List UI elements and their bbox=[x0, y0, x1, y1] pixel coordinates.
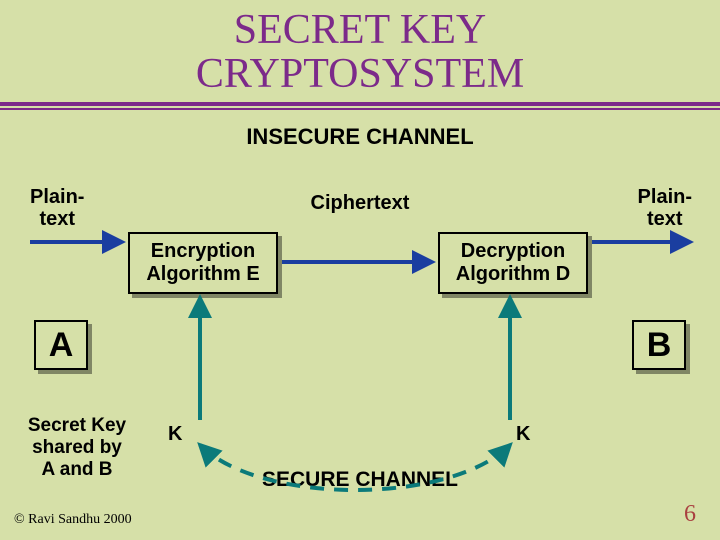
k-left-label: K bbox=[168, 423, 182, 446]
node-b: B bbox=[632, 320, 686, 370]
copyright-text: © Ravi Sandhu 2000 bbox=[14, 512, 132, 528]
insecure-channel-label: INSECURE CHANNEL bbox=[0, 124, 720, 150]
node-a: A bbox=[34, 320, 88, 370]
title-divider bbox=[0, 102, 720, 110]
decryption-box: Decryption Algorithm D bbox=[438, 232, 588, 294]
ciphertext-label: Ciphertext bbox=[0, 192, 720, 215]
encryption-box: Encryption Algorithm E bbox=[128, 232, 278, 294]
title-line2: CRYPTOSYSTEM bbox=[196, 51, 524, 97]
secure-channel-label: SECURE CHANNEL bbox=[0, 468, 720, 492]
page-number: 6 bbox=[684, 501, 696, 528]
k-right-label: K bbox=[516, 423, 530, 446]
slide-title: SECRET KEY CRYPTOSYSTEM bbox=[0, 0, 720, 96]
title-line1: SECRET KEY bbox=[234, 7, 486, 53]
